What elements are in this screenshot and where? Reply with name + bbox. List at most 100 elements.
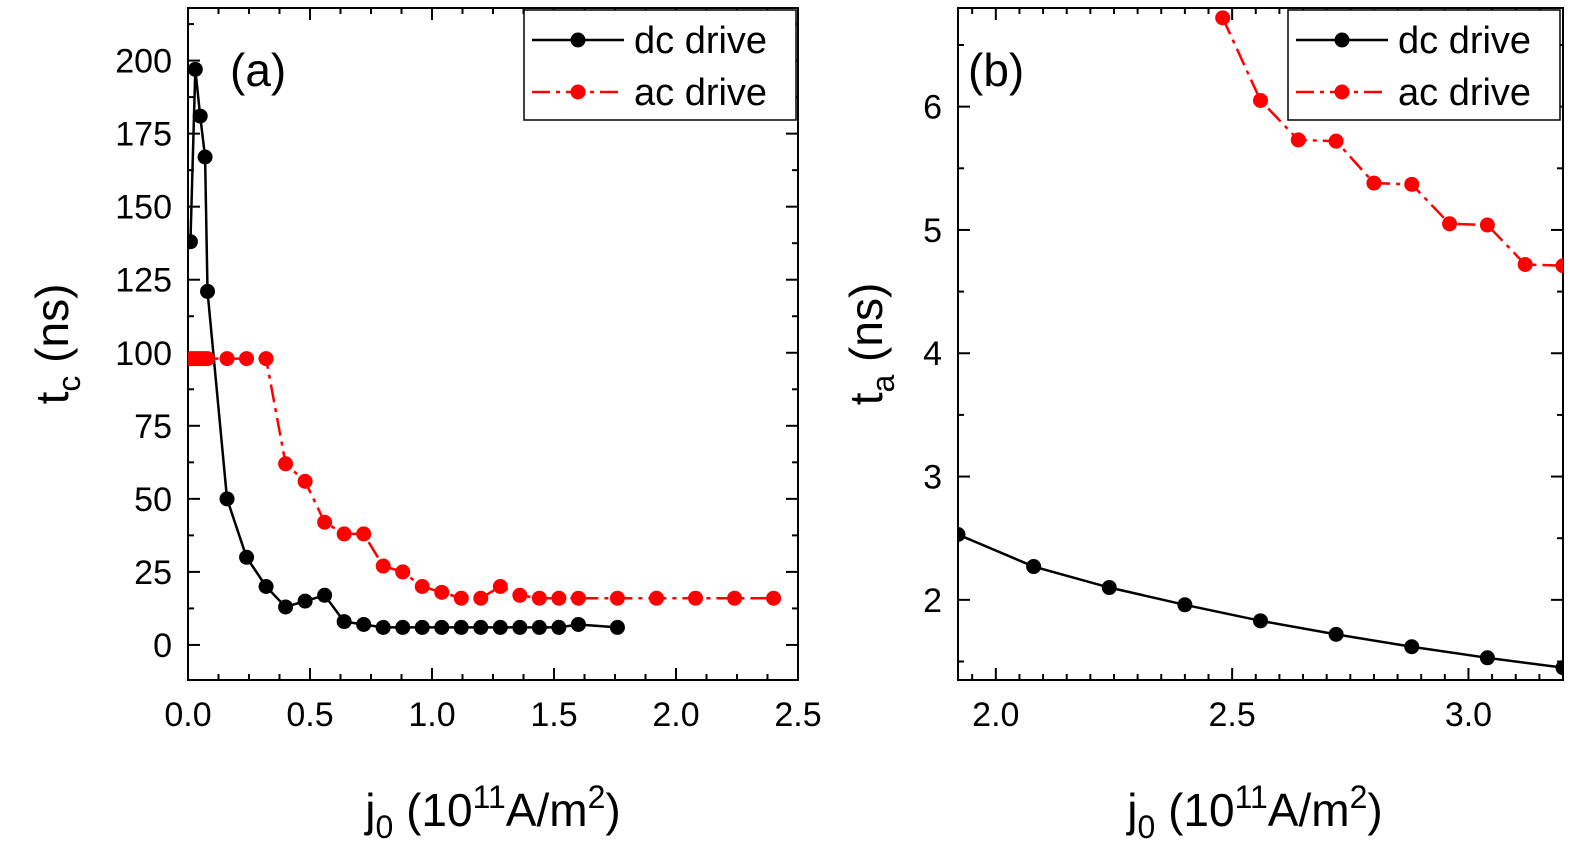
x-tick-label: 2.0 <box>972 696 1019 734</box>
data-point-ac-drive <box>278 456 294 472</box>
x-axis-label-close: ) <box>605 784 620 836</box>
legend-label: dc drive <box>1398 20 1531 62</box>
series-line-ac-drive <box>190 357 774 600</box>
data-point-dc-drive <box>1101 580 1117 596</box>
data-point-ac-drive <box>297 473 313 489</box>
data-point-dc-drive <box>197 149 213 165</box>
x-axis-label-exp: 11 <box>473 779 506 815</box>
data-point-dc-drive <box>188 61 203 77</box>
data-point-ac-drive <box>551 590 567 606</box>
data-point-dc-drive <box>395 619 411 635</box>
data-point-ac-drive <box>239 351 255 367</box>
series-line-dc-drive <box>189 69 618 629</box>
data-point-ac-drive <box>395 564 411 580</box>
x-axis-label-base: j <box>363 784 375 836</box>
y-axis-label-base: t <box>26 391 78 404</box>
y-tick-label: 125 <box>115 262 172 300</box>
legend-label: ac drive <box>1398 72 1531 114</box>
data-point-dc-drive <box>219 491 235 507</box>
y-axis-label-sub: c <box>51 376 87 392</box>
panel-label: (b) <box>968 44 1024 96</box>
x-tick-label: 3.0 <box>1445 696 1492 734</box>
legend-box <box>523 9 797 121</box>
data-point-dc-drive <box>531 619 547 635</box>
x-axis-label-sub: 0 <box>376 809 394 845</box>
data-point-ac-drive <box>453 590 469 606</box>
x-axis-label: j0 (1011A/m2) <box>1125 779 1382 845</box>
y-tick-label: 75 <box>134 408 172 446</box>
data-point-ac-drive <box>1366 175 1382 191</box>
x-axis-label-unit: A/m <box>1268 784 1350 836</box>
data-point-ac-drive <box>1555 258 1563 274</box>
x-tick-label: 0.0 <box>164 696 211 734</box>
data-point-dc-drive <box>375 619 391 635</box>
data-point-ac-drive <box>1479 217 1495 233</box>
y-tick-label: 3 <box>923 459 942 497</box>
y-tick-label: 200 <box>115 43 172 81</box>
data-point-dc-drive <box>1479 650 1495 666</box>
data-point-ac-drive <box>1328 133 1344 149</box>
series-line-ac-drive <box>1221 17 1563 267</box>
data-point-ac-drive <box>512 587 528 603</box>
legend-marker <box>1334 32 1350 48</box>
data-point-ac-drive <box>531 590 547 606</box>
x-tick-label: 2.5 <box>774 696 821 734</box>
data-point-dc-drive <box>1555 660 1563 676</box>
x-axis-label-text: (10 <box>1155 784 1234 836</box>
x-axis-label-unit-exp: 2 <box>588 779 606 815</box>
data-point-ac-drive <box>609 590 625 606</box>
data-point-ac-drive <box>473 590 489 606</box>
y-axis-label: tc (ns) <box>26 284 87 405</box>
data-point-ac-drive <box>1442 216 1458 232</box>
data-point-ac-drive <box>648 590 664 606</box>
y-axis-label: ta (ns) <box>840 283 901 406</box>
data-point-dc-drive <box>336 614 352 630</box>
data-point-dc-drive <box>317 587 333 603</box>
data-point-dc-drive <box>512 619 528 635</box>
data-point-dc-drive <box>551 619 567 635</box>
data-point-ac-drive <box>317 514 333 530</box>
y-tick-label: 6 <box>923 89 942 127</box>
y-tick-label: 5 <box>923 212 942 250</box>
data-point-dc-drive <box>239 549 255 565</box>
data-point-ac-drive <box>727 590 743 606</box>
x-axis-label-exp: 11 <box>1235 779 1268 815</box>
data-point-dc-drive <box>200 283 216 299</box>
data-point-ac-drive <box>336 526 352 542</box>
data-point-ac-drive <box>375 558 391 574</box>
data-point-dc-drive <box>492 619 508 635</box>
y-tick-label: 25 <box>134 554 172 592</box>
data-point-ac-drive <box>258 351 274 367</box>
data-point-dc-drive <box>434 619 450 635</box>
plot-frame <box>957 7 1564 681</box>
legend-label: ac drive <box>634 72 767 114</box>
data-point-dc-drive <box>1177 597 1193 613</box>
data-point-dc-drive <box>356 616 372 632</box>
data-point-dc-drive <box>192 108 208 124</box>
legend-marker <box>570 32 586 48</box>
x-tick-label: 1.5 <box>530 696 577 734</box>
legend-label: dc drive <box>634 20 767 62</box>
data-point-dc-drive <box>453 619 469 635</box>
data-point-dc-drive <box>570 616 586 632</box>
data-point-ac-drive <box>1253 92 1268 108</box>
data-point-dc-drive <box>297 593 313 609</box>
data-point-ac-drive <box>492 579 508 595</box>
data-point-ac-drive <box>414 579 430 595</box>
data-point-ac-drive <box>356 526 372 542</box>
y-tick-label: 100 <box>115 335 172 373</box>
data-point-dc-drive <box>473 619 489 635</box>
series-line-dc-drive <box>958 533 1563 669</box>
y-axis-label-sub: a <box>865 375 901 393</box>
data-point-dc-drive <box>958 527 966 543</box>
data-point-ac-drive <box>1517 256 1533 272</box>
data-point-dc-drive <box>1404 639 1420 655</box>
data-point-ac-drive <box>1215 10 1231 26</box>
legend-marker <box>1334 84 1350 100</box>
y-axis-label-unit: (ns) <box>840 283 892 375</box>
y-tick-label: 50 <box>134 481 172 519</box>
x-tick-label: 0.5 <box>286 696 333 734</box>
data-point-dc-drive <box>278 599 294 615</box>
y-axis-label-unit: (ns) <box>26 284 78 376</box>
x-axis-label: j0 (1011A/m2) <box>363 779 620 845</box>
